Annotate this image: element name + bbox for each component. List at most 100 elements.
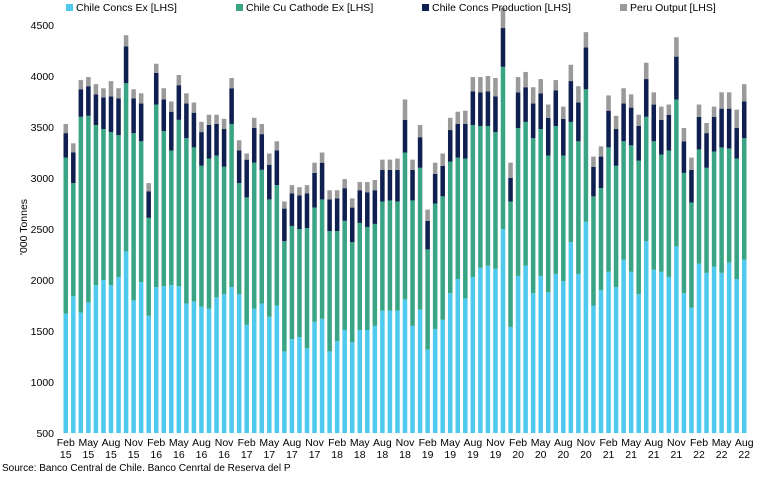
bar-segment-series-0 xyxy=(704,272,709,433)
bar-segment-series-3 xyxy=(214,114,219,124)
bar-segment-series-1 xyxy=(146,217,151,316)
bar-segment-series-2 xyxy=(659,119,664,155)
bar-segment-series-2 xyxy=(123,46,129,84)
x-tick-month: Nov xyxy=(486,437,505,449)
bar-segment-series-3 xyxy=(395,158,400,170)
bar-segment-series-3 xyxy=(598,146,604,157)
bar-segment-series-3 xyxy=(191,102,197,113)
bar-segment-series-2 xyxy=(380,169,385,202)
bar-segment-series-3 xyxy=(651,92,657,105)
bar-segment-series-3 xyxy=(123,35,129,47)
bar-segment-series-3 xyxy=(244,153,249,160)
bar-segment-series-3 xyxy=(719,92,724,109)
bar-segment-series-0 xyxy=(304,348,310,433)
x-tick-year: 15 xyxy=(105,449,117,461)
bar-segment-series-2 xyxy=(236,150,242,184)
bar-segment-series-2 xyxy=(689,169,694,203)
bar-segment-series-2 xyxy=(402,119,408,153)
bar-segment-series-2 xyxy=(583,47,589,90)
legend-item-chile-concs-production: Chile Concs Production [LHS] xyxy=(422,2,571,14)
bar-segment-series-1 xyxy=(591,196,596,306)
bar-segment-series-0 xyxy=(530,293,536,433)
x-tick-month: May xyxy=(350,437,371,449)
bar-segment-series-3 xyxy=(561,106,566,119)
x-tick-year: 22 xyxy=(738,449,750,461)
bar-segment-series-0 xyxy=(138,282,144,433)
bar-segment-series-0 xyxy=(146,315,151,433)
bar-segment-series-2 xyxy=(78,89,84,117)
bar-segment-series-0 xyxy=(380,310,385,433)
legend-label: Chile Concs Production [LHS] xyxy=(432,2,571,14)
bar-segment-series-3 xyxy=(342,179,347,189)
source-note: Source: Banco Central de Chile. Banco Ce… xyxy=(2,463,291,474)
bar-segment-series-1 xyxy=(410,200,415,326)
bar-segment-series-0 xyxy=(357,329,363,433)
bar-segment-series-3 xyxy=(116,88,121,99)
bar-segment-series-0 xyxy=(515,275,521,433)
bar-segment-series-3 xyxy=(101,88,106,98)
bar-segment-series-2 xyxy=(206,124,212,159)
bar-segment-series-3 xyxy=(613,115,619,130)
bar-segment-series-1 xyxy=(236,183,242,295)
bar-segment-series-0 xyxy=(711,266,717,433)
x-tick-month: Aug xyxy=(554,437,573,449)
bar-segment-series-1 xyxy=(395,201,400,311)
bars xyxy=(63,7,747,433)
x-axis-ticks: Feb15May15Aug15Nov15Feb16May16Aug16Nov16… xyxy=(57,437,754,461)
bar-segment-series-1 xyxy=(176,119,182,287)
bar-segment-series-3 xyxy=(131,89,136,99)
y-tick-label: 2000 xyxy=(31,275,55,287)
bar-segment-series-1 xyxy=(432,203,438,329)
bar-segment-series-2 xyxy=(153,72,159,105)
bar-segment-series-3 xyxy=(636,114,641,126)
bar-segment-series-3 xyxy=(169,101,174,112)
bar-segment-series-3 xyxy=(71,143,76,153)
x-tick-year: 20 xyxy=(535,449,547,461)
bar-segment-series-3 xyxy=(493,78,498,97)
x-tick-month: Feb xyxy=(238,437,256,449)
bar-segment-series-1 xyxy=(319,199,325,319)
bar-segment-series-2 xyxy=(523,87,528,122)
bar-segment-series-1 xyxy=(365,226,370,330)
bar-segment-series-3 xyxy=(63,123,69,134)
x-tick-month: Feb xyxy=(419,437,437,449)
bar-segment-series-0 xyxy=(470,276,476,433)
bar-segment-series-2 xyxy=(169,111,174,151)
bar-segment-series-2 xyxy=(545,117,551,156)
x-tick-year: 22 xyxy=(716,449,728,461)
bar-segment-series-3 xyxy=(153,63,159,73)
x-tick-year: 19 xyxy=(422,449,434,461)
x-tick-year: 17 xyxy=(286,449,298,461)
legend-item-chile-cu-cathode-ex: Chile Cu Cathode Ex [LHS] xyxy=(236,2,373,14)
bar-segment-series-0 xyxy=(395,310,400,433)
x-tick-month: May xyxy=(169,437,190,449)
bar-segment-series-0 xyxy=(741,259,747,433)
bar-segment-series-0 xyxy=(63,313,69,433)
bar-segment-series-3 xyxy=(463,110,468,124)
bar-segment-series-1 xyxy=(334,231,340,342)
bar-segment-series-2 xyxy=(674,56,679,100)
bar-segment-series-1 xyxy=(417,167,423,310)
bar-segment-series-3 xyxy=(478,77,483,93)
bar-segment-series-0 xyxy=(636,294,641,433)
y-axis-label: '000 Tonnes xyxy=(18,199,30,255)
bar-segment-series-3 xyxy=(176,74,182,86)
bar-segment-series-3 xyxy=(515,77,521,93)
legend-swatch xyxy=(422,4,429,11)
x-tick-month: May xyxy=(259,437,280,449)
bar-segment-series-1 xyxy=(659,154,664,272)
bar-segment-series-1 xyxy=(500,66,506,229)
bar-segment-series-1 xyxy=(221,166,227,295)
bar-segment-series-1 xyxy=(553,125,559,274)
bar-segment-series-0 xyxy=(485,265,491,433)
bar-segment-series-3 xyxy=(108,81,114,97)
bar-segment-series-2 xyxy=(741,101,747,139)
bar-segment-series-2 xyxy=(719,108,724,148)
x-tick-month: Aug xyxy=(102,437,121,449)
x-tick-year: 17 xyxy=(263,449,275,461)
bar-segment-series-2 xyxy=(561,118,566,156)
bar-segment-series-1 xyxy=(689,202,694,308)
x-tick-year: 15 xyxy=(128,449,140,461)
y-tick-label: 1000 xyxy=(31,377,55,389)
